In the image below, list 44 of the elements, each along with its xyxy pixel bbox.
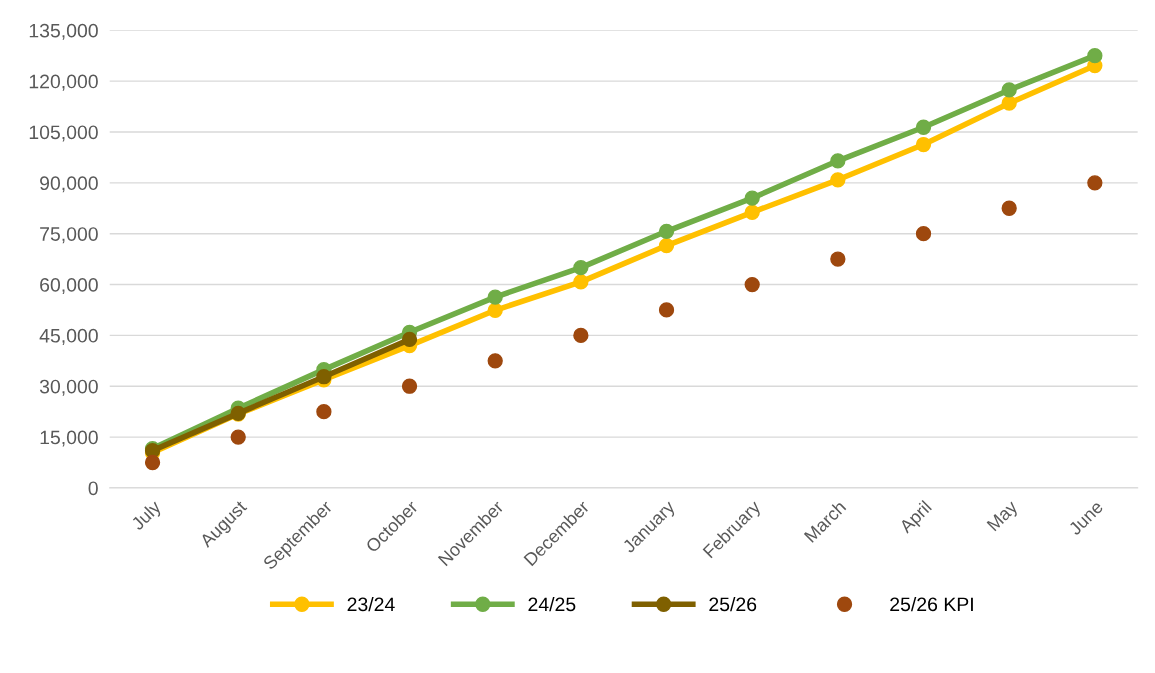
point (658, 302, 675, 318)
point (830, 172, 846, 188)
point (487, 289, 503, 305)
point (658, 237, 675, 254)
x-tick-label: May (986, 499, 1022, 535)
point (744, 204, 760, 220)
x-tick-label: July (130, 499, 165, 534)
point (144, 454, 161, 471)
point (830, 153, 846, 169)
point (744, 276, 760, 293)
point (573, 274, 589, 290)
point (658, 223, 675, 239)
legend-label: 25/26 (709, 596, 757, 612)
point (487, 353, 503, 369)
point (573, 327, 589, 344)
y-tick-label: 135,000 (29, 23, 98, 40)
point (1001, 95, 1017, 111)
y-tick-label: 75,000 (40, 227, 98, 244)
point (915, 136, 932, 153)
point (1001, 82, 1017, 98)
y-tick-label: 0 (88, 481, 98, 496)
point (1087, 175, 1103, 191)
y-tick-label: 120,000 (29, 74, 98, 91)
y-tick-label: 30,000 (39, 379, 98, 396)
legend-label: 23/24 (347, 596, 395, 612)
point (573, 259, 589, 276)
point (230, 429, 246, 445)
point (316, 404, 332, 420)
point (915, 119, 932, 135)
point (487, 302, 503, 318)
point (401, 331, 418, 348)
point (915, 226, 932, 242)
y-tick-label: 105,000 (29, 125, 98, 142)
y-tick-label: 45,000 (39, 328, 98, 345)
point (1001, 200, 1017, 216)
legend-label: 25/26 KPI (890, 596, 973, 612)
point (401, 378, 418, 394)
y-tick-label: 90,000 (40, 176, 98, 193)
y-tick-label: 15,000 (40, 430, 98, 447)
point (1087, 48, 1103, 64)
point (830, 251, 846, 267)
point (744, 190, 760, 206)
y-tick-label: 60,000 (40, 278, 98, 295)
legend-label: 24/25 (528, 596, 576, 612)
